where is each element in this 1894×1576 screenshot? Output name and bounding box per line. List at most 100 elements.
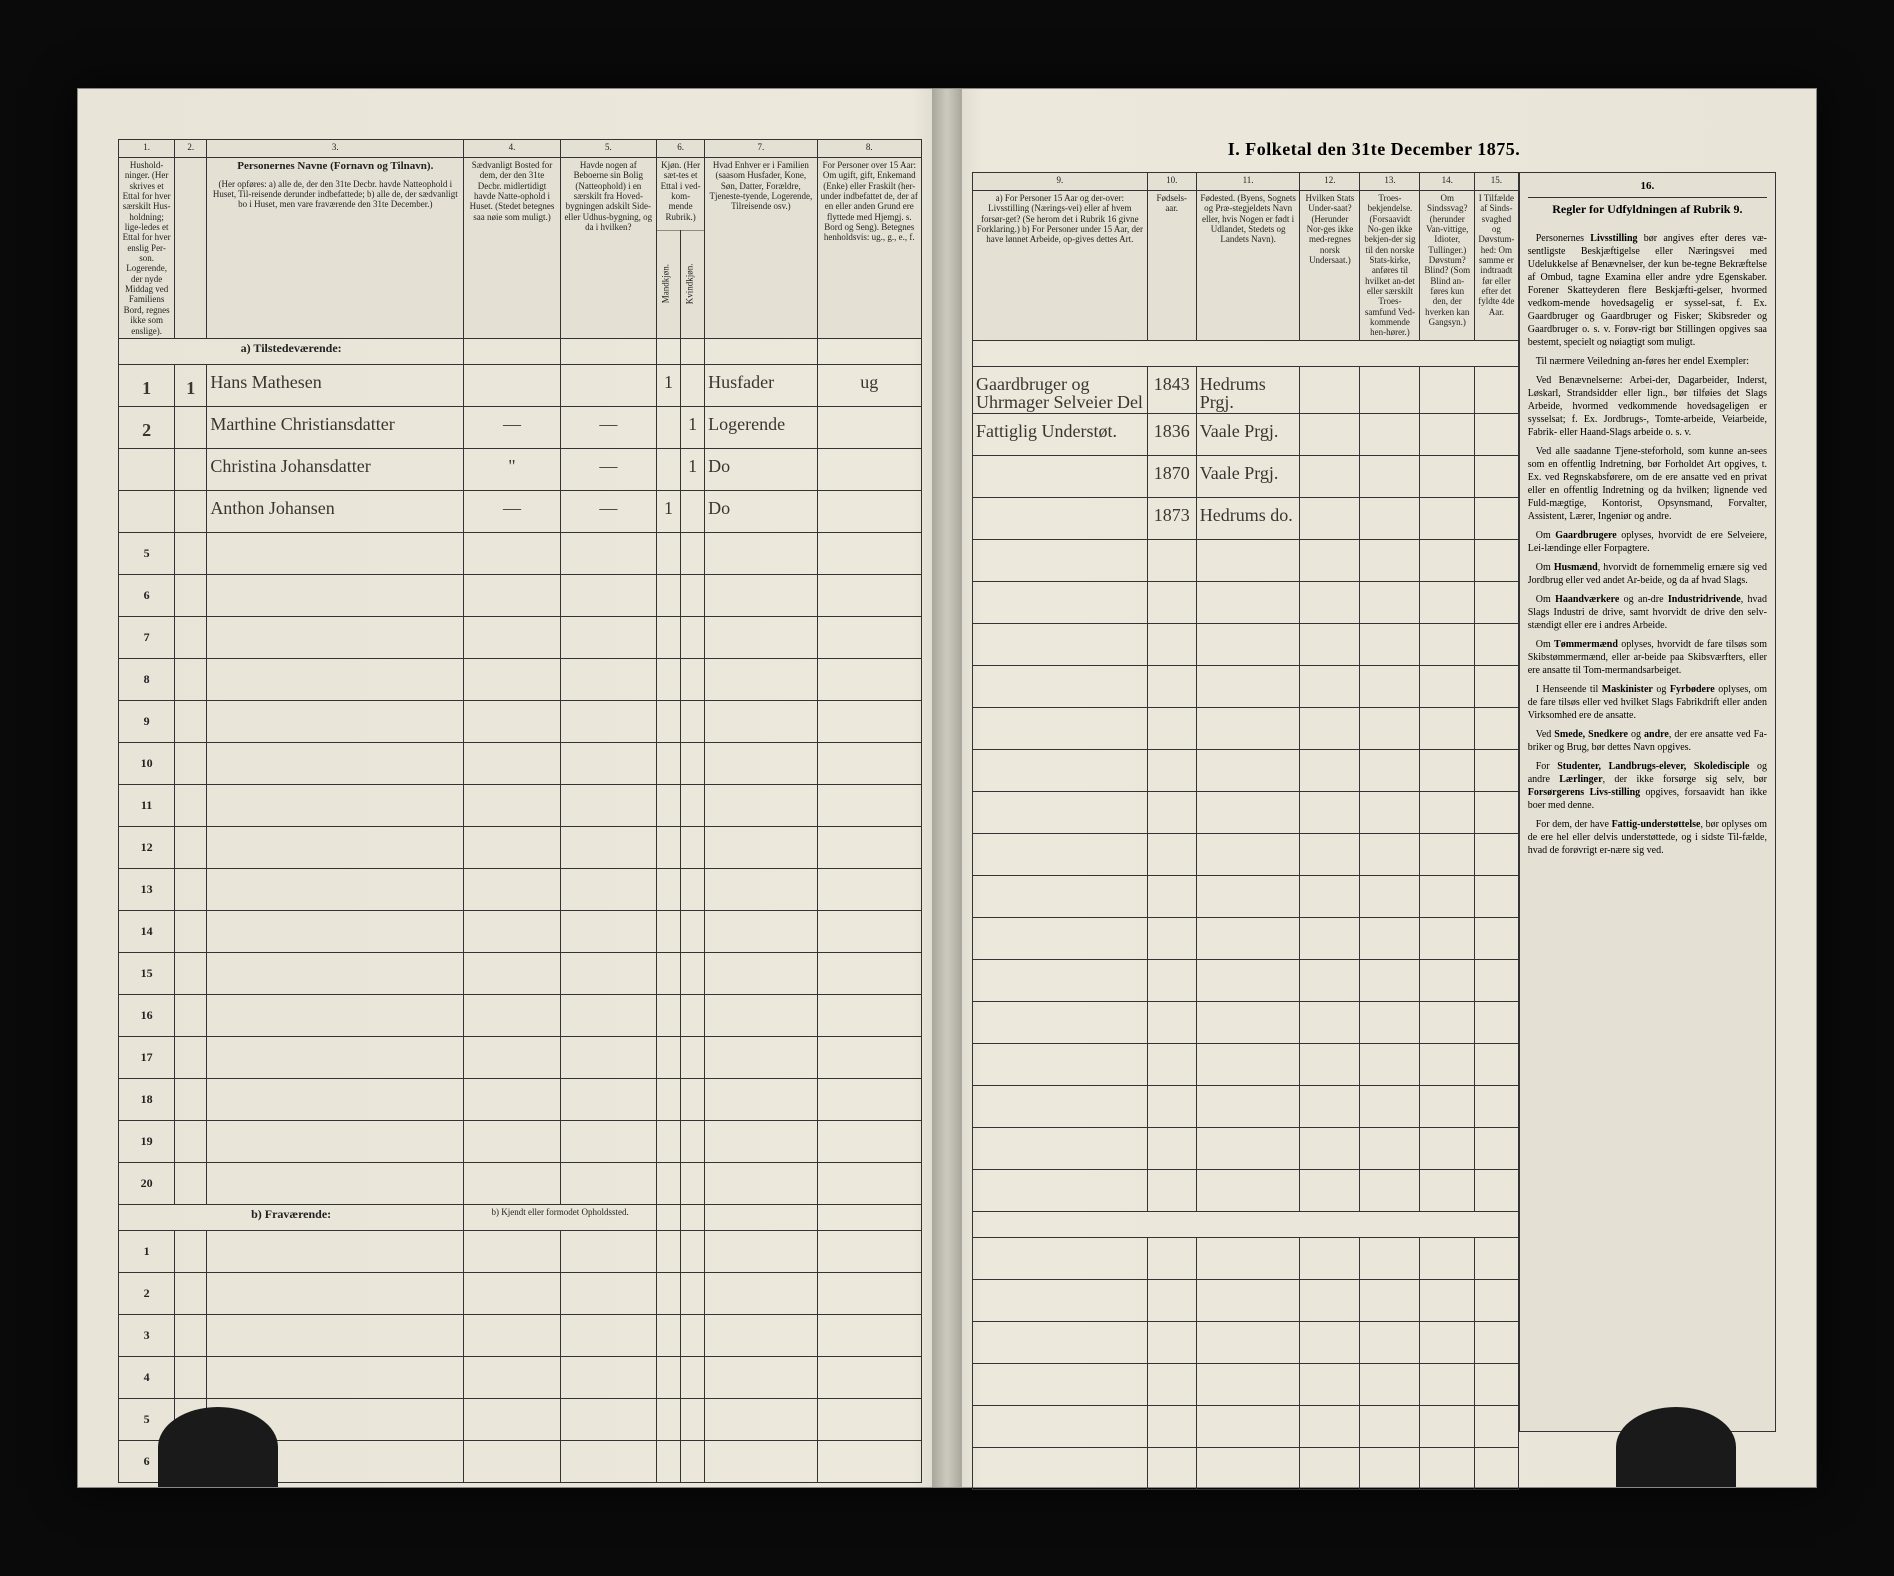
section-a-label: a) Tilstedeværende: — [119, 338, 464, 364]
section-b-label: b) Fraværende: — [119, 1204, 464, 1230]
colnum-13: 13. — [1360, 173, 1420, 191]
table-row: 3 — [119, 1314, 922, 1356]
header-c11: Fødested. (Byens, Sognets og Præ-stegjel… — [1196, 191, 1300, 341]
table-row: Fattiglig Understøt.1836Vaale Prgj. — [973, 413, 1519, 455]
colnum-5: 5. — [560, 140, 656, 158]
colnum-4: 4. — [464, 140, 560, 158]
header-c14: Om Sindssvag? (herunder Van-vittige, Idi… — [1420, 191, 1475, 341]
table-row: 13 — [119, 868, 922, 910]
table-row: 12 — [119, 826, 922, 868]
table-row — [973, 917, 1519, 959]
rules-paragraph: Om Tømmermænd oplyses, hvorvidt de fare … — [1528, 638, 1767, 677]
rules-paragraph: Om Haandværkere og an-dre Industridriven… — [1528, 593, 1767, 632]
page-title: I. Folketal den 31te December 1875. — [972, 139, 1776, 160]
table-row — [973, 623, 1519, 665]
colnum-2: 2. — [175, 140, 207, 158]
table-row — [973, 1237, 1519, 1279]
thumb-shadow-right — [1616, 1407, 1736, 1487]
header-c15: I Tilfælde af Sinds-svaghed og Døvstum-h… — [1475, 191, 1519, 341]
table-row: 8 — [119, 658, 922, 700]
table-row — [973, 959, 1519, 1001]
table-row — [973, 1363, 1519, 1405]
table-row: 1870Vaale Prgj. — [973, 455, 1519, 497]
header-row-r: a) For Personer 15 Aar og der-over: Livs… — [973, 191, 1519, 341]
table-row: 14 — [119, 910, 922, 952]
rules-paragraph: Ved alle saadanne Tjene-steforhold, som … — [1528, 445, 1767, 523]
header-c4: Sædvanligt Bosted for dem, der den 31te … — [464, 158, 560, 339]
table-row: 4 — [119, 1356, 922, 1398]
section-b-spacer — [973, 1211, 1519, 1237]
header-c9: a) For Personer 15 Aar og der-over: Livs… — [973, 191, 1148, 341]
colnum-16: 16. — [1528, 179, 1767, 198]
table-row: Christina Johansdatter"—1Do — [119, 448, 922, 490]
table-row: 10 — [119, 742, 922, 784]
rules-title: Regler for Udfyldningen af Rubrik 9. — [1528, 202, 1767, 218]
header-c3-sub: (Her opføres: a) alle de, der den 31te D… — [210, 179, 460, 210]
table-row: 15 — [119, 952, 922, 994]
book-spread: 1. 2. 3. 4. 5. 6. 7. 8. Hushold-ninger. … — [77, 88, 1817, 1488]
thumb-shadow-left — [158, 1407, 278, 1487]
header-c3-title: Personernes Navne (Fornavn og Tilnavn). — [210, 160, 460, 173]
rules-paragraph: Om Husmænd, hvorvidt de fornemmelig ernæ… — [1528, 561, 1767, 587]
header-c10: Fødsels-aar. — [1147, 191, 1196, 341]
colnum-15: 15. — [1475, 173, 1519, 191]
table-row: 2 — [119, 1272, 922, 1314]
table-row — [973, 1085, 1519, 1127]
table-row: Gaardbruger og Uhrmager Selveier Del1843… — [973, 366, 1519, 413]
table-row — [973, 749, 1519, 791]
census-table-left: 1. 2. 3. 4. 5. 6. 7. 8. Hushold-ninger. … — [118, 139, 922, 1483]
table-row: 20 — [119, 1162, 922, 1204]
section-b-row: b) Fraværende: b) Kjendt eller formodet … — [119, 1204, 922, 1230]
table-row: 16 — [119, 994, 922, 1036]
header-c5: Havde nogen af Beboerne sin Bolig (Natte… — [560, 158, 656, 339]
table-row: 11Hans Mathesen1Husfaderug — [119, 364, 922, 406]
header-row: Hushold-ninger. (Her skrives et Ettal fo… — [119, 158, 922, 231]
header-c13: Troes-bekjendelse. (Forsaavidt No-gen ik… — [1360, 191, 1420, 341]
header-c7: Hvad Enhver er i Familien (saasom Husfad… — [705, 158, 817, 339]
right-page: I. Folketal den 31te December 1875. 9. 1… — [947, 89, 1816, 1487]
header-c12: Hvilken Stats Under-saat? (Herunder Nor-… — [1300, 191, 1360, 341]
colnum-9: 9. — [973, 173, 1148, 191]
rules-paragraph: For Studenter, Landbrugs-elever, Skoledi… — [1528, 760, 1767, 812]
table-row — [973, 665, 1519, 707]
header-c6: Kjøn. (Her sæt-tes et Ettal i ved-kom-me… — [657, 158, 705, 231]
rules-paragraph: For dem, der have Fattig-understøttelse,… — [1528, 818, 1767, 857]
colnum-12: 12. — [1300, 173, 1360, 191]
table-row: 11 — [119, 784, 922, 826]
table-row — [973, 1043, 1519, 1085]
colnum-8: 8. — [817, 140, 921, 158]
section-b-sub: b) Kjendt eller formodet Opholdssted. — [464, 1204, 657, 1230]
table-row — [973, 581, 1519, 623]
scanner-background: 1. 2. 3. 4. 5. 6. 7. 8. Hushold-ninger. … — [20, 20, 1874, 1556]
header-c3: Personernes Navne (Fornavn og Tilnavn). … — [207, 158, 464, 339]
census-table-right: 9. 10. 11. 12. 13. 14. 15. a) For Person… — [972, 172, 1519, 1490]
rules-paragraph: I Henseende til Maskinister og Fyrbødere… — [1528, 683, 1767, 722]
table-row — [973, 1405, 1519, 1447]
rules-paragraph: Ved Benævnelserne: Arbei-der, Dagarbeide… — [1528, 374, 1767, 439]
table-row: Anthon Johansen——1Do — [119, 490, 922, 532]
table-row — [973, 539, 1519, 581]
rules-paragraph: Til nærmere Veiledning an-føres her ende… — [1528, 355, 1767, 368]
section-spacer-row — [973, 340, 1519, 366]
colnum-3: 3. — [207, 140, 464, 158]
table-row: 1 — [119, 1230, 922, 1272]
table-row: 6 — [119, 574, 922, 616]
table-row — [973, 833, 1519, 875]
header-c6b: Kvindkjøn. — [681, 230, 705, 338]
table-row — [973, 1279, 1519, 1321]
colnum-10: 10. — [1147, 173, 1196, 191]
section-a-row: a) Tilstedeværende: — [119, 338, 922, 364]
column-number-row: 1. 2. 3. 4. 5. 6. 7. 8. — [119, 140, 922, 158]
table-row: 19 — [119, 1120, 922, 1162]
column-number-row-r: 9. 10. 11. 12. 13. 14. 15. — [973, 173, 1519, 191]
header-c6a: Mandkjøn. — [657, 230, 681, 338]
table-row: 17 — [119, 1036, 922, 1078]
rules-paragraph: Om Gaardbrugere oplyses, hvorvidt de ere… — [1528, 529, 1767, 555]
table-row: 1873Hedrums do. — [973, 497, 1519, 539]
table-row: 18 — [119, 1078, 922, 1120]
colnum-11: 11. — [1196, 173, 1300, 191]
colnum-7: 7. — [705, 140, 817, 158]
colnum-14: 14. — [1420, 173, 1475, 191]
table-row — [973, 875, 1519, 917]
table-row: 5 — [119, 532, 922, 574]
